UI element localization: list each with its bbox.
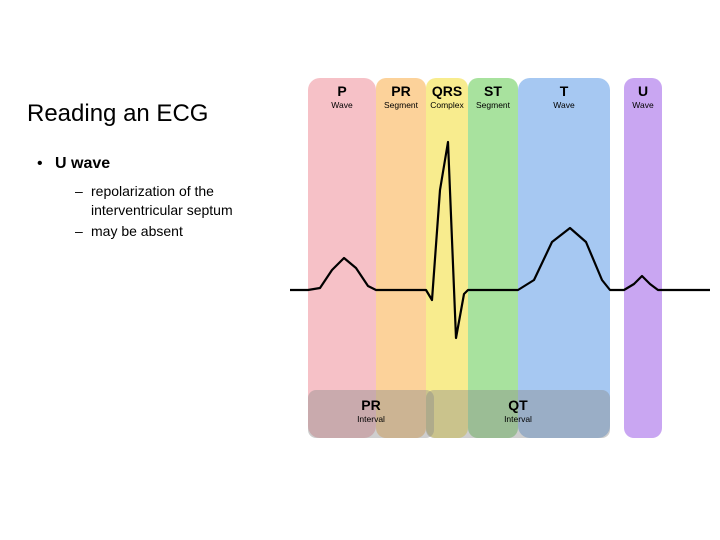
band-title-ST: ST — [484, 83, 502, 99]
band-title-U: U — [638, 83, 648, 99]
band-T — [518, 78, 610, 438]
band-title-PR: PR — [391, 83, 410, 99]
band-QRS — [426, 78, 468, 438]
band-PR — [376, 78, 426, 438]
band-ST — [468, 78, 518, 438]
band-sub-T: Wave — [553, 100, 575, 110]
band-P — [308, 78, 376, 438]
band-sub-P: Wave — [331, 100, 353, 110]
band-sub-U: Wave — [632, 100, 654, 110]
ecg-diagram: PWavePRSegmentQRSComplexSTSegmentTWaveUW… — [290, 70, 710, 450]
band-title-QRS: QRS — [432, 83, 462, 99]
band-title-P: P — [337, 83, 346, 99]
sub-bullets: repolarization of the interventricular s… — [75, 182, 275, 243]
interval-title-PRi: PR — [361, 397, 380, 413]
band-sub-PR: Segment — [384, 100, 419, 110]
interval-sub-QTi: Interval — [504, 414, 532, 424]
band-sub-QRS: Complex — [430, 100, 464, 110]
sub-bullet-item: repolarization of the interventricular s… — [75, 182, 275, 220]
ecg-svg: PWavePRSegmentQRSComplexSTSegmentTWaveUW… — [290, 70, 710, 450]
band-title-T: T — [560, 83, 569, 99]
interval-title-QTi: QT — [508, 397, 528, 413]
slide-title: Reading an ECG — [27, 100, 208, 128]
band-U — [624, 78, 662, 438]
band-sub-ST: Segment — [476, 100, 511, 110]
bullet-main: U wave — [55, 155, 110, 173]
interval-sub-PRi: Interval — [357, 414, 385, 424]
sub-bullet-item: may be absent — [75, 222, 275, 241]
